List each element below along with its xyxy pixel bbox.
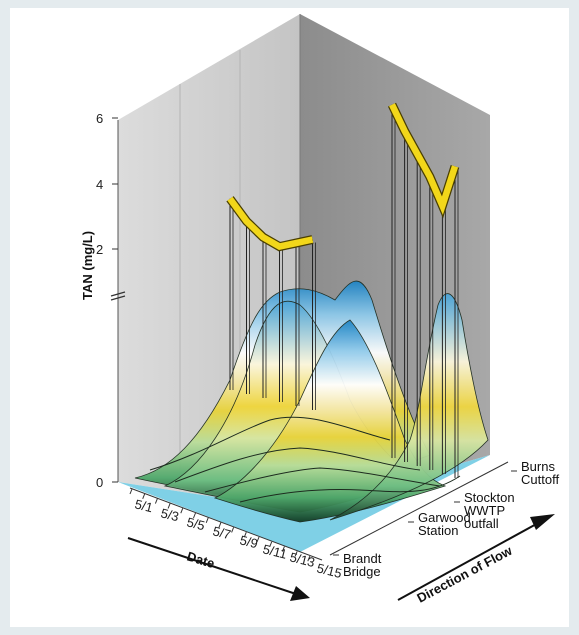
date-minor-tick: [256, 536, 260, 543]
site-label-2-line-2: Station: [418, 523, 458, 538]
surface-contour-1: [149, 416, 391, 471]
date-minor-tick: [167, 503, 171, 509]
high-line-0: [227, 196, 314, 251]
floor-plane: [118, 455, 490, 552]
date-minor-tick: [218, 522, 222, 528]
y-tick-label-2: 2: [96, 242, 103, 257]
flow-axis-title: Direction of Flow: [414, 542, 515, 605]
y-tick-label-0: 0: [96, 475, 103, 490]
date-tick-label: 5/13: [288, 549, 316, 570]
site-label-1-line-1: Brandt: [343, 551, 382, 566]
date-minor-tick: [307, 556, 311, 562]
date-minor-tick: [281, 546, 285, 552]
y-axis-title: TAN (mg/L): [80, 231, 95, 300]
date-tick-label: 5/1: [133, 496, 154, 515]
date-arrow-head: [290, 586, 310, 601]
date-tick-label: 5/11: [261, 541, 288, 561]
flow-axis-line: [329, 461, 509, 556]
surface-contour-3: [204, 467, 441, 493]
y-tick-label-4: 4: [96, 177, 103, 192]
flow-arrow-head: [530, 514, 555, 530]
site-label-3-line-2: WWTP: [464, 503, 505, 518]
date-tick-label: 5/3: [159, 505, 180, 524]
date-minor-tick: [154, 498, 158, 504]
date-arrow-line: [127, 537, 297, 595]
date-minor-tick: [193, 512, 196, 519]
site-label-1-line-2: Bridge: [343, 564, 381, 579]
y-axis-break: [110, 291, 126, 301]
flow-arrow-line: [397, 521, 541, 601]
date-axis-line: [129, 487, 323, 561]
site-label-4-line-2: Cuttoff: [521, 472, 559, 487]
date-minor-tick: [129, 488, 133, 495]
date-minor-tick: [142, 493, 146, 499]
high-line-1: [389, 103, 459, 215]
date-minor-tick: [294, 551, 298, 557]
date-minor-tick: [205, 517, 209, 523]
y-tick-label-6: 6: [96, 111, 103, 126]
site-label-3-line-3: outfall: [464, 516, 499, 531]
date-tick-label: 5/7: [211, 523, 232, 542]
date-minor-tick: [243, 532, 247, 538]
date-minor-tick: [180, 508, 184, 514]
date-tick-label: 5/5: [185, 514, 206, 533]
surface-contour-4: [239, 475, 461, 503]
site-label-3-line-1: Stockton: [464, 490, 515, 505]
date-axis-title: Date: [185, 549, 216, 572]
date-minor-tick: [269, 541, 273, 547]
date-tick-label: 5/15: [315, 560, 343, 581]
date-tick-label: 5/9: [238, 532, 259, 551]
site-label-2-line-1: Garwood: [418, 510, 471, 525]
site-label-4-line-1: Burns: [521, 459, 555, 474]
date-minor-tick: [231, 527, 235, 533]
surface-contour-2: [174, 447, 421, 483]
